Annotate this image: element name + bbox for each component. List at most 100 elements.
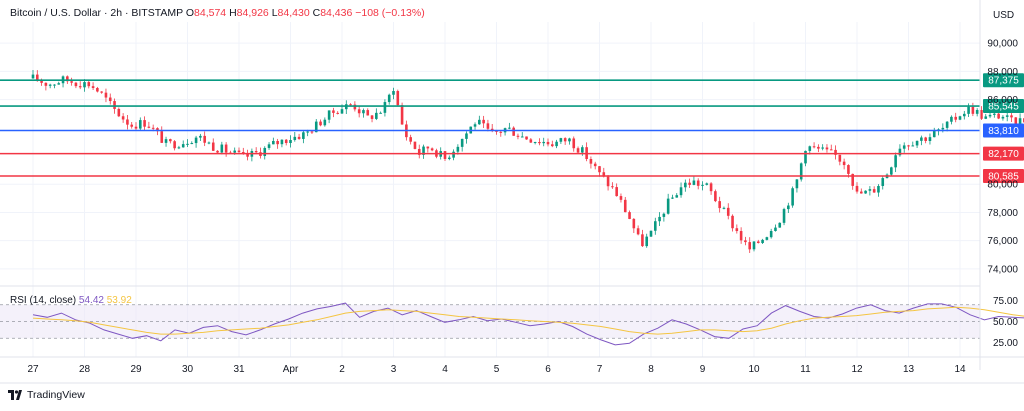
candle-down [126, 119, 129, 125]
candle-up [941, 127, 945, 130]
open-label: O [185, 7, 195, 19]
candle-down [615, 187, 618, 197]
candle-down [516, 135, 520, 137]
candle-down [336, 112, 340, 114]
candle-up [752, 241, 756, 250]
candle-down [529, 139, 533, 143]
candle-down [744, 240, 747, 243]
price-tick-label: 76,000 [987, 236, 1018, 247]
candle-down [426, 146, 430, 149]
candle-down [688, 182, 691, 185]
candle-down [619, 196, 623, 200]
candle-down [829, 149, 833, 151]
low-value: 84,430 [277, 7, 310, 19]
candle-down [714, 191, 717, 202]
candle-up [138, 120, 142, 129]
time-tick-label: 7 [597, 364, 603, 375]
candle-up [877, 185, 880, 193]
candle-up [932, 131, 936, 138]
candle-up [911, 145, 915, 147]
candle-down [971, 106, 975, 114]
candle-up [177, 147, 181, 149]
candle-down [44, 82, 48, 86]
candle-up [765, 237, 769, 240]
price-tick-label: 74,000 [987, 264, 1018, 275]
candle-down [353, 104, 357, 110]
time-tick-label: 2 [339, 364, 345, 375]
candle-down [211, 142, 215, 151]
candle-up [542, 141, 546, 144]
candle-down [859, 191, 863, 194]
candle-up [795, 179, 799, 189]
candle-up [761, 239, 764, 244]
candle-up [653, 221, 657, 231]
price-tick-label: 78,000 [987, 208, 1018, 219]
candle-up [280, 139, 284, 145]
candle-down [598, 166, 601, 173]
candle-up [649, 230, 653, 237]
candle-down [203, 135, 206, 143]
time-tick-label: 31 [233, 364, 245, 375]
candle-up [473, 124, 477, 127]
candle-up [679, 187, 683, 196]
candle-up [967, 106, 970, 114]
candle-up [890, 167, 893, 175]
candle-down [1010, 115, 1013, 118]
close-label: C [312, 7, 321, 19]
candle-down [748, 242, 752, 250]
candle-up [984, 116, 988, 119]
candle-down [499, 131, 503, 133]
candle-up [658, 216, 661, 222]
candle-down [954, 116, 958, 120]
candle-down [589, 159, 593, 164]
candle-up [289, 140, 292, 144]
candle-down [366, 110, 370, 116]
price-tick-label: 86,000 [987, 95, 1018, 106]
candle-up [568, 138, 571, 142]
candle-down [319, 121, 322, 126]
candle-down [550, 144, 554, 147]
candle-down [572, 138, 576, 149]
candle-down [602, 172, 606, 177]
candle-up [915, 140, 919, 146]
candle-down [160, 131, 164, 143]
candle-up [383, 102, 387, 113]
axes: 90,000 88,000 86,000 80,000 78,000 76,000 74,0… [0, 0, 1024, 384]
rsi-ma-value: 53.92 [106, 295, 132, 306]
candle-down [851, 173, 855, 186]
currency-label[interactable]: USD [993, 10, 1015, 21]
rsi-legend: RSI (14, close) 54.42 53.92 [10, 295, 132, 306]
candle-up [302, 132, 305, 139]
candle-down [443, 151, 447, 159]
candle-up [520, 136, 524, 138]
time-tick-label: 29 [130, 364, 142, 375]
candle-down [756, 241, 760, 244]
candle-down [66, 76, 69, 82]
candle-up [928, 137, 932, 141]
candle-up [898, 148, 902, 156]
candle-down [538, 141, 541, 144]
tradingview-brand[interactable]: TradingView [8, 389, 85, 401]
candle-down [980, 109, 983, 119]
candle-down [838, 154, 842, 162]
candle-down [108, 97, 112, 102]
candle-up [31, 74, 35, 79]
rsi-ma-line [32, 306, 1024, 335]
candle-down [91, 86, 95, 88]
time-tick-label: 14 [954, 364, 966, 375]
candle-down [718, 201, 721, 209]
candle-down [35, 74, 39, 82]
candle-down [834, 149, 837, 155]
candle-down [709, 183, 713, 192]
candle-up [267, 144, 271, 148]
price-tick-label: 88,000 [987, 67, 1018, 78]
low-label: L [271, 7, 278, 19]
candle-down [104, 92, 108, 98]
candle-down [817, 146, 820, 149]
candle-down [310, 131, 314, 133]
candle-up [306, 131, 309, 133]
candle-down [486, 123, 490, 129]
rsi-panel [0, 285, 980, 339]
time-tick-label: 30 [182, 364, 194, 375]
